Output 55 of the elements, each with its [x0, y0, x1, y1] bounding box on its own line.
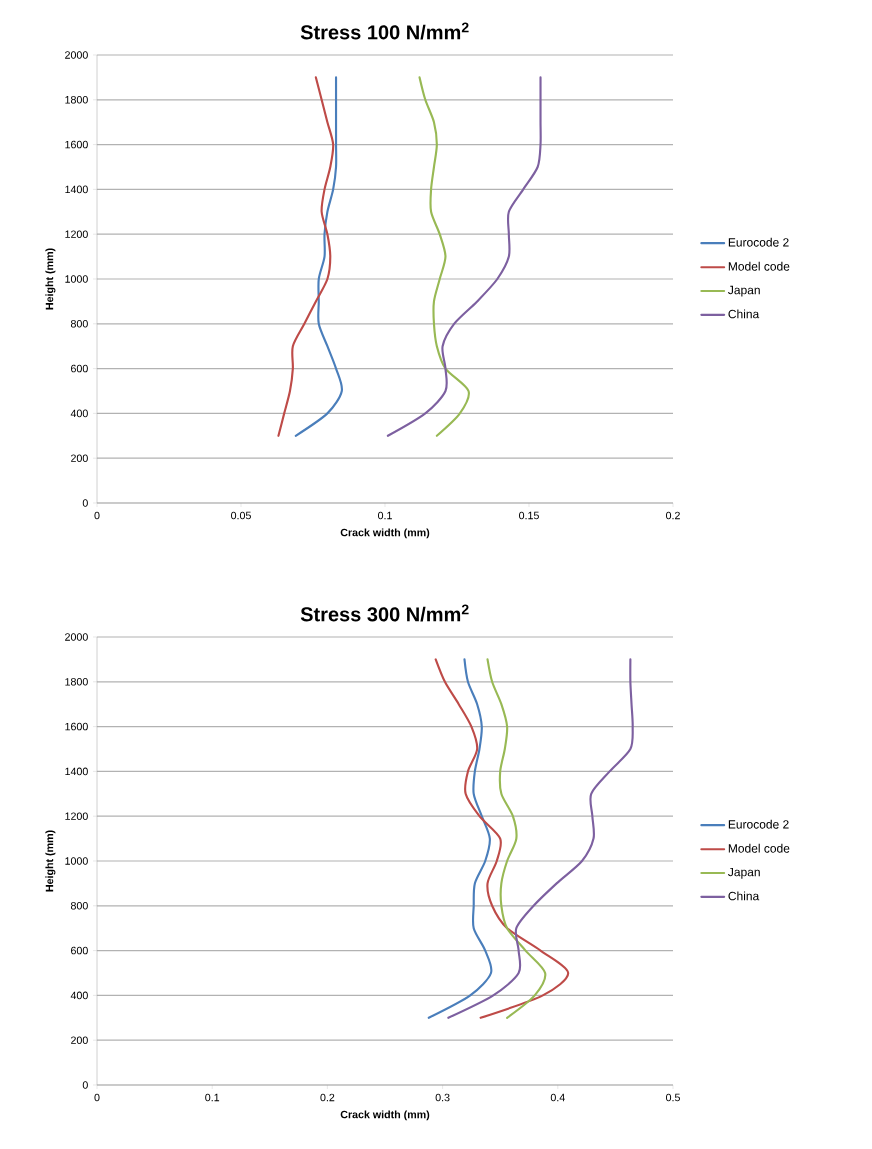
line-series [386, 76, 542, 437]
y-tick-label: 600 [71, 364, 88, 373]
x-axis-title: Crack width (mm) [340, 1110, 430, 1121]
x-tick-label: 0 [94, 511, 100, 520]
y-tick-label: 1800 [65, 678, 88, 686]
y-tick-label: 1200 [65, 812, 88, 820]
x-tick-label: 0.2 [320, 1093, 335, 1102]
chart-title: Stress 300 N/mm$^{2}$ [300, 604, 469, 622]
y-tick-label: 2000 [65, 51, 88, 59]
x-tick-label: 0.3 [435, 1093, 450, 1102]
y-tick-label: 1600 [65, 722, 88, 731]
y-tick-label: 2000 [65, 633, 88, 641]
legend-label: Model code [728, 843, 790, 853]
x-tick-label: 0.1 [378, 511, 392, 520]
line-series [434, 658, 570, 1019]
line-series [418, 76, 470, 437]
line-series [447, 658, 634, 1019]
line-series [427, 658, 493, 1019]
line-series [294, 76, 343, 437]
x-tick-label: 0 [94, 1093, 100, 1102]
x-tick-label: 0.5 [666, 1093, 680, 1102]
x-axis-title: Crack width (mm) [340, 528, 430, 539]
legend-label: Japan [728, 285, 760, 297]
y-tick-label: 800 [70, 320, 88, 328]
legend-label: China [728, 891, 760, 901]
y-tick-label: 800 [70, 902, 88, 910]
legend-label: Eurocode 2 [728, 237, 789, 247]
y-tick-label: 1600 [65, 140, 88, 149]
y-tick-label: 1800 [65, 96, 88, 104]
y-tick-label: 1400 [65, 185, 88, 194]
y-tick-label: 1000 [65, 275, 88, 283]
y-tick-label: 0 [82, 1081, 88, 1089]
y-tick-label: 600 [71, 946, 88, 955]
x-tick-label: 0.1 [205, 1093, 220, 1102]
y-tick-label: 1200 [65, 230, 88, 238]
y-tick-label: 400 [70, 991, 88, 1000]
chart-title: Stress 100 N/mm$^{2}$ [300, 22, 469, 40]
x-tick-label: 0.2 [666, 511, 680, 520]
y-axis-title: Height (mm) [45, 248, 56, 310]
legend-label: Eurocode 2 [728, 819, 789, 829]
y-tick-label: 1000 [65, 857, 88, 865]
legend-label: Japan [728, 867, 760, 879]
legend-label: Model code [728, 261, 790, 271]
x-tick-label: 0.05 [231, 511, 251, 520]
y-tick-label: 0 [82, 499, 88, 507]
y-tick-label: 400 [70, 409, 88, 418]
line-series [277, 76, 335, 437]
y-axis-title: Height (mm) [45, 830, 56, 892]
x-tick-label: 0.15 [519, 511, 539, 520]
x-tick-label: 0.4 [550, 1093, 565, 1102]
legend-label: China [728, 309, 760, 319]
y-tick-label: 200 [71, 454, 88, 462]
y-tick-label: 1400 [65, 767, 88, 776]
y-tick-label: 200 [71, 1036, 88, 1044]
line-series [486, 658, 547, 1019]
